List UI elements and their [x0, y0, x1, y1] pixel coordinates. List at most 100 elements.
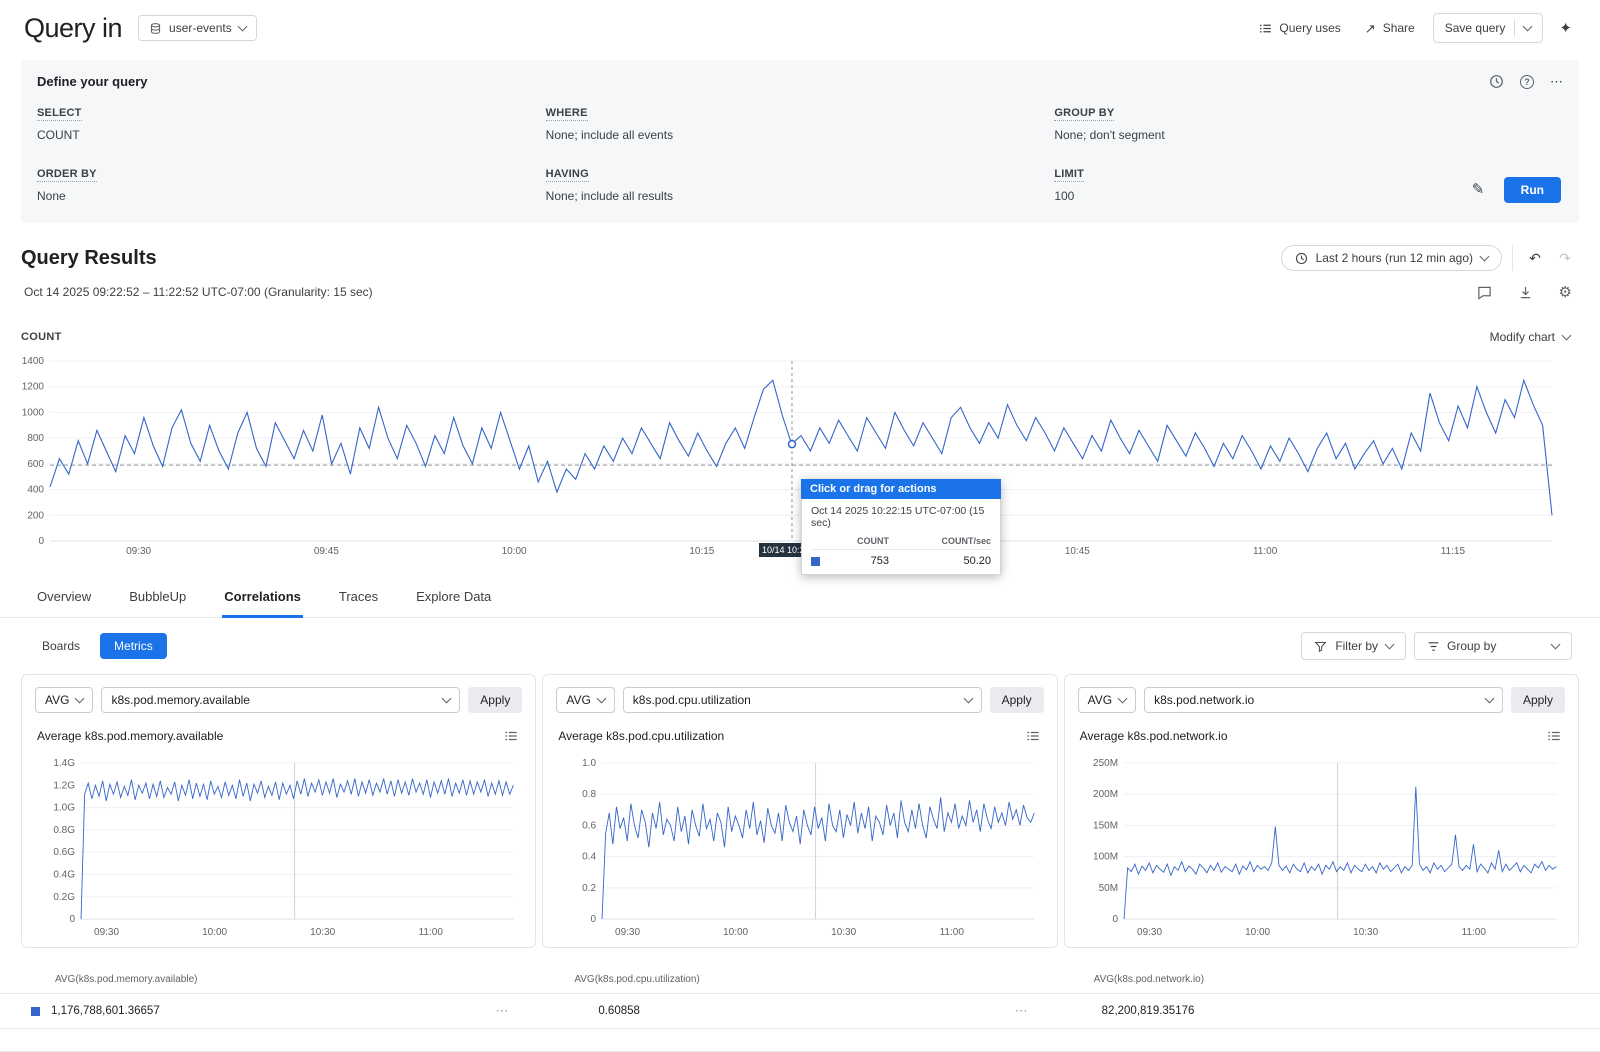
memory-chart[interactable]: 0 0.2G 0.4G 0.6G 0.8G 1.0G 1.2G 1.4G 09:30 10:00 1…: [35, 753, 522, 943]
values-list-icon[interactable]: [1024, 727, 1042, 745]
sparkle-icon[interactable]: ✦: [1555, 15, 1576, 41]
aggregation-select[interactable]: AVG: [1077, 687, 1137, 713]
chevron-down-icon: [1561, 330, 1572, 341]
filter-by-button[interactable]: Filter by: [1301, 632, 1406, 660]
metric-select[interactable]: k8s.pod.network.io: [1144, 687, 1503, 713]
tab-overview[interactable]: Overview: [35, 579, 93, 618]
apply-button[interactable]: Apply: [1510, 687, 1565, 713]
svg-text:11:00: 11:00: [940, 927, 965, 938]
save-query-button[interactable]: Save query: [1432, 13, 1544, 43]
svg-text:09:45: 09:45: [314, 546, 339, 557]
chevron-down-icon: [596, 693, 607, 704]
metric-card-cpu: AVG k8s.pod.cpu.utilization Apply Averag…: [542, 674, 1058, 949]
tab-bubbleup[interactable]: BubbleUp: [127, 579, 188, 618]
values-list-icon[interactable]: [1545, 727, 1563, 745]
svg-text:200: 200: [27, 510, 44, 521]
query-clause-groupby[interactable]: GROUP BY None; don't segment: [1054, 105, 1563, 142]
history-forward-button[interactable]: ↷: [1551, 245, 1579, 271]
clause-value[interactable]: 100: [1054, 189, 1075, 203]
tab-traces[interactable]: Traces: [337, 579, 380, 618]
svg-text:0.4G: 0.4G: [53, 870, 75, 881]
save-query-label: Save query: [1444, 21, 1506, 35]
summary-row: 1,176,788,601.36657 ⋯: [21, 994, 540, 1028]
share-button[interactable]: ↗ Share: [1359, 15, 1421, 41]
clause-value[interactable]: None; include all results: [545, 189, 674, 203]
values-list-icon[interactable]: [502, 727, 520, 745]
define-query-title: Define your query: [37, 74, 148, 89]
svg-text:250M: 250M: [1093, 758, 1118, 769]
chevron-down-icon: [1117, 693, 1128, 704]
query-clause-limit[interactable]: LIMIT 100: [1054, 166, 1085, 203]
svg-text:0.8G: 0.8G: [53, 825, 75, 836]
query-clause-where[interactable]: WHERE None; include all events: [545, 105, 1055, 142]
comment-icon[interactable]: [1473, 281, 1496, 304]
svg-text:0: 0: [591, 914, 597, 925]
group-by-button[interactable]: Group by: [1414, 632, 1572, 660]
more-menu-icon[interactable]: ⋯: [1550, 74, 1563, 89]
tooltip-countsec-value: 50.20: [963, 555, 991, 567]
help-icon[interactable]: ?: [1520, 74, 1534, 89]
svg-text:0: 0: [38, 536, 44, 547]
tab-explore-data[interactable]: Explore Data: [414, 579, 493, 618]
clock-icon[interactable]: [1489, 74, 1504, 89]
modify-chart-label: Modify chart: [1489, 330, 1555, 344]
row-more-icon[interactable]: ⋯: [1009, 1002, 1034, 1020]
summary-row: 0.60858 ⋯: [540, 994, 1059, 1028]
tooltip-timestamp: Oct 14 2025 10:22:15 UTC-07:00 (15 sec): [811, 505, 985, 529]
svg-text:10:30: 10:30: [310, 927, 335, 938]
svg-text:0.2: 0.2: [582, 883, 596, 894]
tab-correlations[interactable]: Correlations: [222, 579, 303, 618]
svg-text:10/14 10:22:15: 10/14 10:22:15: [762, 545, 822, 555]
clause-value[interactable]: COUNT: [37, 128, 80, 142]
metric-select[interactable]: k8s.pod.memory.available: [101, 687, 461, 713]
network-chart[interactable]: 0 50M 100M 150M 200M 250M 09:30 10:00 10:30 11:00: [1078, 753, 1565, 943]
aggregation-select[interactable]: AVG: [35, 687, 94, 713]
query-clause-orderby[interactable]: ORDER BY None: [37, 166, 546, 203]
card-chart-title: Average k8s.pod.cpu.utilization: [558, 729, 725, 743]
apply-button[interactable]: Apply: [989, 687, 1044, 713]
svg-text:800: 800: [27, 433, 44, 444]
chevron-down-icon: [1550, 639, 1561, 650]
svg-text:10:30: 10:30: [1353, 927, 1378, 938]
boards-button[interactable]: Boards: [28, 633, 94, 659]
run-button[interactable]: Run: [1503, 177, 1561, 203]
apply-button[interactable]: Apply: [468, 687, 523, 713]
summary-value: 1,176,788,601.36657: [51, 1005, 160, 1018]
card-chart-title: Average k8s.pod.network.io: [1079, 729, 1228, 743]
svg-text:400: 400: [27, 485, 44, 496]
dataset-selector[interactable]: user-events: [138, 15, 257, 41]
clause-label: SELECT: [37, 107, 82, 121]
time-range-selector[interactable]: Last 2 hours (run 12 min ago): [1280, 245, 1502, 271]
cpu-chart[interactable]: 0 0.2 0.4 0.6 0.8 1.0 09:30 10:00 10:30 11:00: [556, 753, 1043, 943]
clause-label: WHERE: [545, 107, 588, 121]
row-more-icon[interactable]: ⋯: [489, 1002, 514, 1020]
query-clause-having[interactable]: HAVING None; include all results: [545, 166, 1055, 203]
svg-text:0.2G: 0.2G: [53, 892, 75, 903]
query-uses-button[interactable]: Query uses: [1253, 15, 1346, 41]
clause-value[interactable]: None; include all events: [545, 128, 674, 142]
clause-label: HAVING: [545, 168, 589, 182]
aggregation-select[interactable]: AVG: [556, 687, 615, 713]
gear-icon[interactable]: ⚙: [1555, 279, 1576, 305]
metrics-button[interactable]: Metrics: [100, 633, 167, 659]
clause-value[interactable]: None; don't segment: [1054, 128, 1165, 142]
svg-text:09:30: 09:30: [94, 927, 119, 938]
query-clause-select[interactable]: SELECT COUNT: [37, 105, 546, 142]
edit-query-icon[interactable]: ✎: [1466, 179, 1491, 199]
chevron-down-icon: [75, 693, 85, 704]
clause-label: GROUP BY: [1054, 107, 1115, 121]
download-icon[interactable]: [1514, 281, 1537, 304]
svg-text:09:30: 09:30: [615, 927, 640, 938]
query-uses-icon: [1259, 22, 1272, 35]
metric-card-memory: AVG k8s.pod.memory.available Apply Avera…: [21, 674, 537, 949]
svg-text:10:00: 10:00: [723, 927, 748, 938]
modify-chart-button[interactable]: Modify chart: [1484, 329, 1576, 345]
share-icon: ↗: [1364, 20, 1376, 36]
svg-text:10:00: 10:00: [502, 546, 527, 557]
metric-select[interactable]: k8s.pod.cpu.utilization: [622, 687, 982, 713]
summary-value: 0.60858: [598, 1005, 640, 1018]
history-back-button[interactable]: ↶: [1521, 245, 1549, 271]
dataset-name: user-events: [169, 21, 232, 35]
count-chart[interactable]: 0 200 400 600 800 1000 1200 1400 09:30 09:45 10:00…: [0, 351, 1600, 557]
clause-value[interactable]: None: [37, 189, 66, 203]
